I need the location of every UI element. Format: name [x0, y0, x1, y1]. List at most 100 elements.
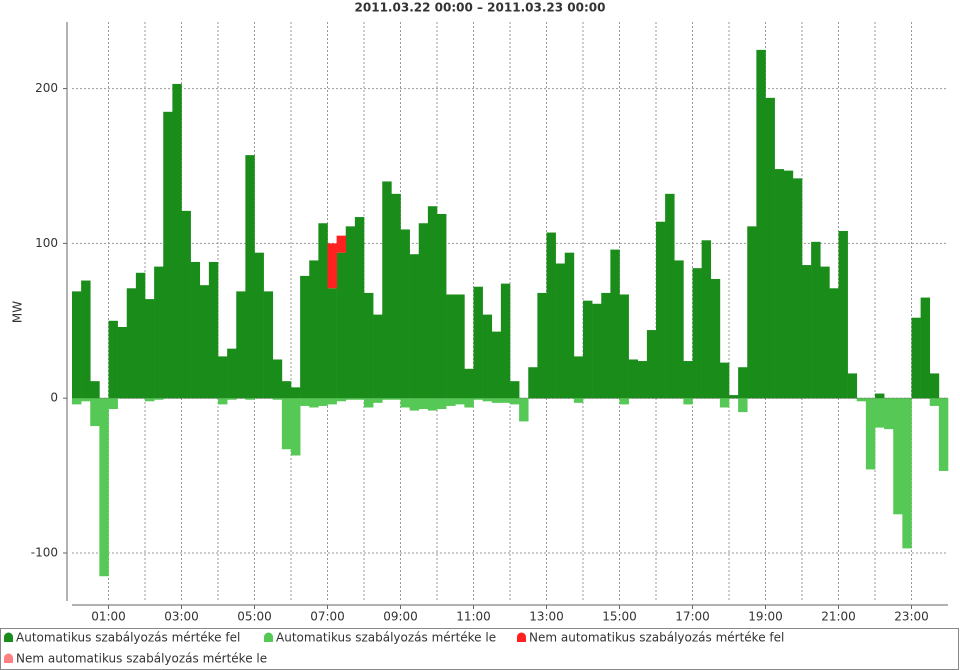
legend-marker — [264, 632, 273, 642]
bar — [911, 317, 921, 399]
bar — [865, 398, 876, 470]
bar — [637, 361, 648, 399]
bar — [573, 356, 584, 399]
bar — [619, 398, 629, 405]
x-tick-label: 19:00 — [748, 610, 783, 624]
bar — [719, 362, 730, 399]
bar — [126, 288, 137, 399]
legend-marker — [4, 632, 13, 642]
bar — [364, 292, 374, 399]
bar — [245, 155, 255, 399]
legend-marker — [517, 632, 526, 642]
y-tick-label: 100 — [35, 236, 58, 250]
bar — [218, 398, 228, 405]
bar — [135, 272, 146, 399]
x-tick-label: 05:00 — [237, 610, 272, 624]
bar — [327, 243, 337, 289]
bar — [491, 398, 502, 403]
bar — [400, 398, 410, 408]
bar — [172, 83, 182, 399]
bar — [829, 288, 839, 399]
bar — [364, 398, 374, 408]
bar — [446, 398, 456, 406]
bars — [72, 49, 949, 577]
chart-title: 2011.03.22 00:00 – 2011.03.23 00:00 — [355, 1, 606, 15]
bar — [437, 213, 447, 399]
bar — [145, 299, 155, 399]
y-tick-label: -100 — [31, 546, 58, 560]
bar — [847, 373, 858, 399]
bar — [291, 398, 301, 456]
bar — [455, 398, 465, 405]
bar — [683, 398, 693, 405]
bar — [90, 381, 100, 399]
bar — [500, 398, 511, 403]
bar — [81, 280, 91, 399]
bar — [774, 169, 785, 399]
bar — [354, 217, 365, 399]
x-tick-label: 21:00 — [821, 610, 856, 624]
x-tick-label: 03:00 — [164, 610, 199, 624]
bar — [181, 210, 191, 399]
bar — [710, 278, 721, 399]
bar — [227, 398, 237, 400]
bar — [765, 97, 775, 399]
bar — [519, 398, 529, 422]
y-axis-label: MW — [11, 301, 25, 323]
bar — [327, 288, 337, 399]
bar — [856, 398, 867, 402]
bar — [227, 348, 237, 399]
bar — [336, 235, 347, 253]
bar — [491, 331, 502, 399]
bar — [300, 275, 310, 399]
bar — [336, 398, 347, 402]
bar — [409, 398, 420, 411]
bar — [738, 398, 748, 413]
legend-marker — [4, 653, 13, 663]
bar — [528, 367, 538, 399]
bar — [500, 283, 511, 399]
bar — [665, 193, 675, 399]
bar — [719, 398, 730, 408]
bar — [464, 398, 474, 408]
bar — [318, 223, 328, 399]
x-tick-label: 07:00 — [310, 610, 345, 624]
bar — [783, 170, 794, 399]
bar — [208, 261, 219, 399]
bar — [81, 398, 91, 402]
bar — [464, 368, 474, 399]
x-tick-label: 15:00 — [602, 610, 637, 624]
bar — [646, 330, 657, 399]
bar — [573, 398, 584, 403]
bar — [537, 292, 547, 399]
bar — [281, 398, 292, 450]
bar — [373, 314, 383, 399]
bar — [692, 268, 702, 399]
bar — [245, 398, 255, 400]
bar — [729, 395, 739, 399]
x-tick-label: 09:00 — [383, 610, 418, 624]
bar — [929, 398, 940, 406]
bar — [920, 297, 931, 399]
bar — [564, 252, 575, 399]
bar — [811, 241, 821, 399]
bar — [601, 292, 611, 399]
bar — [747, 226, 757, 399]
bar — [683, 361, 693, 399]
labels: -100 0 100 200 01:00 03:00 05:00 07:00 09:00 11:0… — [4, 81, 929, 666]
bar — [163, 111, 173, 399]
x-tick-label: 11:00 — [456, 610, 491, 624]
bar — [929, 373, 940, 399]
bar — [555, 263, 566, 399]
bar — [418, 398, 429, 410]
legend-label: Automatikus szabályozás mértéke fel — [16, 631, 240, 645]
bar — [354, 398, 365, 400]
bar — [802, 265, 812, 399]
bar — [190, 261, 201, 399]
bar — [418, 223, 429, 399]
bar — [701, 240, 712, 399]
bar — [254, 252, 264, 399]
y-tick-label: 0 — [50, 391, 58, 405]
bar — [218, 356, 228, 399]
